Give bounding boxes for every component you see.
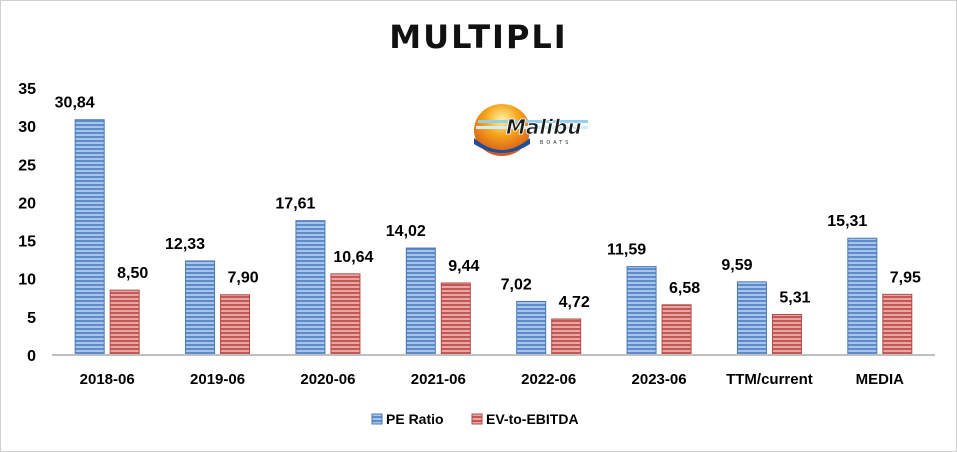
ev-ebitda-bar bbox=[109, 289, 140, 356]
pe-ratio-bar bbox=[626, 266, 657, 356]
x-category-label: 2021-06 bbox=[411, 371, 466, 388]
ev-ebitda-data-label: 7,90 bbox=[227, 270, 258, 287]
legend-pe-ratio-label: PE Ratio bbox=[386, 411, 444, 427]
ev-ebitda-data-label: 6,58 bbox=[669, 280, 700, 297]
pe-ratio-data-label: 11,59 bbox=[607, 242, 646, 259]
pe-ratio-bar bbox=[405, 247, 436, 356]
y-tick-label: 15 bbox=[18, 234, 36, 251]
chart-title: MULTIPLI bbox=[389, 18, 568, 56]
ev-ebitda-bar bbox=[220, 294, 251, 356]
ev-ebitda-bar bbox=[661, 304, 692, 356]
pe-ratio-bar bbox=[185, 260, 216, 356]
y-tick-label: 30 bbox=[18, 119, 36, 136]
ev-ebitda-data-label: 7,95 bbox=[890, 269, 921, 286]
bars: 30,84 8,50 12,33 7,90 17,61 10,64 14,02 9,44 7,0… bbox=[55, 95, 921, 356]
pe-ratio-data-label: 30,84 bbox=[55, 95, 95, 112]
pe-ratio-data-label: 15,31 bbox=[827, 213, 867, 230]
pe-ratio-data-label: 14,02 bbox=[386, 223, 426, 240]
pe-ratio-bar bbox=[736, 281, 767, 356]
pe-ratio-data-label: 9,59 bbox=[721, 257, 752, 274]
pe-ratio-bar bbox=[74, 119, 105, 356]
x-category-label: 2019-06 bbox=[190, 371, 245, 388]
legend-pe-ratio-swatch bbox=[371, 413, 383, 425]
y-tick-label: 0 bbox=[27, 348, 36, 365]
ev-ebitda-bar bbox=[551, 318, 582, 356]
pe-ratio-data-label: 17,61 bbox=[275, 196, 315, 213]
x-category-label: 2018-06 bbox=[80, 371, 135, 388]
ev-ebitda-bar bbox=[771, 313, 802, 356]
y-axis: 0 5 10 15 20 25 30 35 bbox=[18, 81, 36, 365]
malibu-boats-logo: Malibu BOATS bbox=[474, 104, 588, 156]
x-category-label: 2022-06 bbox=[521, 371, 576, 388]
ev-ebitda-data-label: 8,50 bbox=[117, 265, 148, 282]
ev-ebitda-bar bbox=[882, 293, 913, 356]
logo-subtext: BOATS bbox=[540, 140, 571, 146]
ev-ebitda-data-label: 10,64 bbox=[333, 249, 373, 266]
ev-ebitda-bar bbox=[440, 282, 471, 356]
pe-ratio-bar bbox=[516, 300, 547, 356]
x-category-label: 2023-06 bbox=[632, 371, 687, 388]
y-tick-label: 20 bbox=[18, 195, 36, 212]
x-category-label: TTM/current bbox=[726, 371, 813, 388]
x-category-label: MEDIA bbox=[856, 371, 905, 388]
x-axis: 2018-06 2019-06 2020-06 2021-06 2022-06 2023-… bbox=[52, 354, 935, 388]
ev-ebitda-data-label: 9,44 bbox=[448, 258, 479, 275]
legend-ev-to-ebitda-swatch bbox=[471, 413, 483, 425]
logo-text: Malibu bbox=[506, 115, 582, 139]
y-tick-label: 25 bbox=[18, 157, 36, 174]
ev-ebitda-data-label: 5,31 bbox=[779, 289, 810, 306]
legend: PE Ratio EV-to-EBITDA bbox=[371, 411, 579, 427]
pe-ratio-bar bbox=[295, 220, 326, 356]
pe-ratio-data-label: 7,02 bbox=[501, 276, 532, 293]
pe-ratio-bar bbox=[847, 237, 878, 356]
x-category-label: 2020-06 bbox=[300, 371, 355, 388]
pe-ratio-data-label: 12,33 bbox=[165, 236, 205, 253]
y-tick-label: 5 bbox=[27, 310, 36, 327]
y-tick-label: 35 bbox=[18, 81, 36, 98]
legend-ev-to-ebitda-label: EV-to-EBITDA bbox=[486, 411, 579, 427]
ev-ebitda-bar bbox=[330, 273, 361, 356]
ev-ebitda-data-label: 4,72 bbox=[559, 294, 590, 311]
y-tick-label: 10 bbox=[18, 272, 36, 289]
